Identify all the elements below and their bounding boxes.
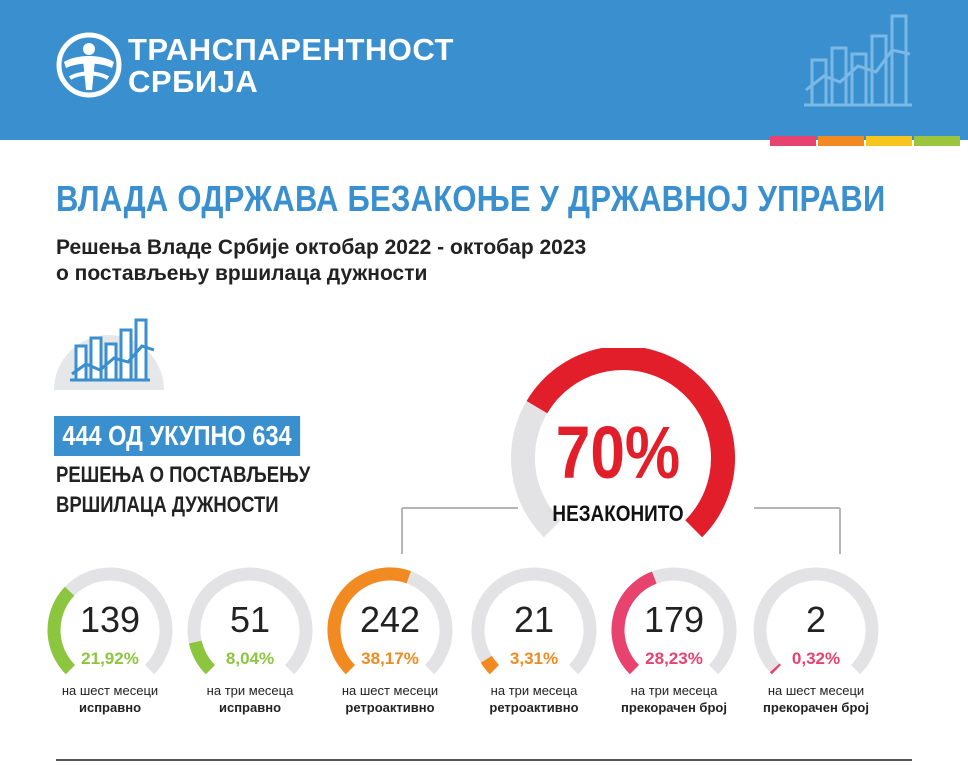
gauge-card: 179 28,23% на три месеца прекорачен број — [604, 560, 744, 720]
strip-segment-orange — [818, 136, 864, 146]
gauge-count: 139 — [79, 599, 141, 640]
bar-line-chart-icon — [804, 14, 912, 107]
connector-bracket — [401, 507, 841, 554]
gauge-card: 139 21,92% на шест месеци исправно — [40, 560, 180, 720]
main-label: НЕЗАКОНИТО — [552, 501, 684, 526]
org-name-line-1: ТРАНСПАРЕНТНОСТ — [128, 32, 454, 67]
gauge-period: на шест месеци — [341, 683, 439, 698]
page-title: ВЛАДА ОДРЖАВА БЕЗАКОЊЕ У ДРЖАВНОЈ УПРАВИ — [56, 178, 886, 219]
gauge-period: на три месеца — [630, 683, 718, 698]
gauge-status: исправно — [218, 700, 282, 715]
gauge-fill — [47, 586, 76, 675]
subtitle-line-2: о постављењу вршилаца дужности — [56, 262, 428, 285]
gauge-period: на шест месеци — [61, 683, 159, 698]
gauge-percent: 0,32% — [791, 649, 841, 668]
gauge-status: ретроактивно — [489, 700, 579, 715]
gauge-card: 2 0,32% на шест месеци прекорачен број — [746, 560, 886, 720]
gauge-arc — [471, 567, 597, 675]
gauge-status: прекорачен број — [763, 700, 869, 715]
gauge-status: ретроактивно — [345, 700, 435, 715]
gauge-count: 21 — [513, 599, 555, 640]
gauge-percent: 28,23% — [645, 649, 703, 668]
gauge-status: прекорачен број — [621, 700, 727, 715]
gauge-track — [187, 567, 313, 675]
gauge-card: 51 8,04% на три месеца исправно — [180, 560, 320, 720]
strip-segment-pink — [770, 136, 816, 146]
gauge-status: исправно — [78, 700, 142, 715]
gauge-percent: 38,17% — [361, 649, 419, 668]
gauge-arc — [47, 567, 173, 675]
gauge-percent: 8,04% — [225, 649, 275, 668]
gauge-fill — [327, 567, 411, 675]
gauge-track — [471, 567, 597, 675]
gauge-count: 242 — [359, 599, 421, 640]
gauge-percent: 21,92% — [81, 649, 139, 668]
globe-person-logo — [56, 32, 122, 98]
main-gauge-fill — [526, 348, 735, 538]
total-count-badge: 444 ОД УКУПНО 634 — [54, 416, 301, 456]
header-banner: ТРАНСПАРЕНТНОСТ СРБИЈА — [0, 0, 968, 140]
gauge-fill — [769, 663, 782, 675]
gauge-fill — [611, 571, 657, 675]
total-caption-line-2: ВРШИЛАЦА ДУЖНОСТИ — [56, 492, 279, 517]
chart-on-globe-icon — [54, 318, 164, 390]
gauge-period: на шест месеци — [767, 683, 865, 698]
main-percent: 70% — [555, 411, 681, 494]
gauge-track — [753, 567, 879, 675]
color-strip — [770, 136, 960, 146]
gauge-arc — [611, 567, 737, 675]
gauge-arc — [753, 567, 879, 675]
gauge-percent: 3,31% — [509, 649, 559, 668]
org-name-line-2: СРБИЈА — [128, 64, 259, 99]
gauge-card: 21 3,31% на три месеца ретроактивно — [464, 560, 604, 720]
main-gauge — [511, 348, 735, 538]
gauge-arc — [327, 567, 453, 675]
gauge-count: 2 — [805, 599, 827, 640]
gauge-card: 242 38,17% на шест месеци ретроактивно — [320, 560, 460, 720]
gauge-period: на три месеца — [206, 683, 294, 698]
subtitle-line-1: Решења Владе Србије октобар 2022 - октоб… — [56, 236, 587, 259]
gauge-fill — [480, 655, 500, 675]
bottom-divider — [56, 759, 912, 761]
gauge-count: 51 — [229, 599, 271, 640]
strip-segment-yellow — [866, 136, 912, 146]
gauge-arc — [187, 567, 313, 675]
gauge-fill — [188, 640, 216, 675]
total-caption-line-1: РЕШЕЊА О ПОСТАВЉЕЊУ — [56, 462, 311, 487]
gauge-period: на три месеца — [490, 683, 578, 698]
gauge-count: 179 — [643, 599, 705, 640]
strip-segment-green — [914, 136, 960, 146]
